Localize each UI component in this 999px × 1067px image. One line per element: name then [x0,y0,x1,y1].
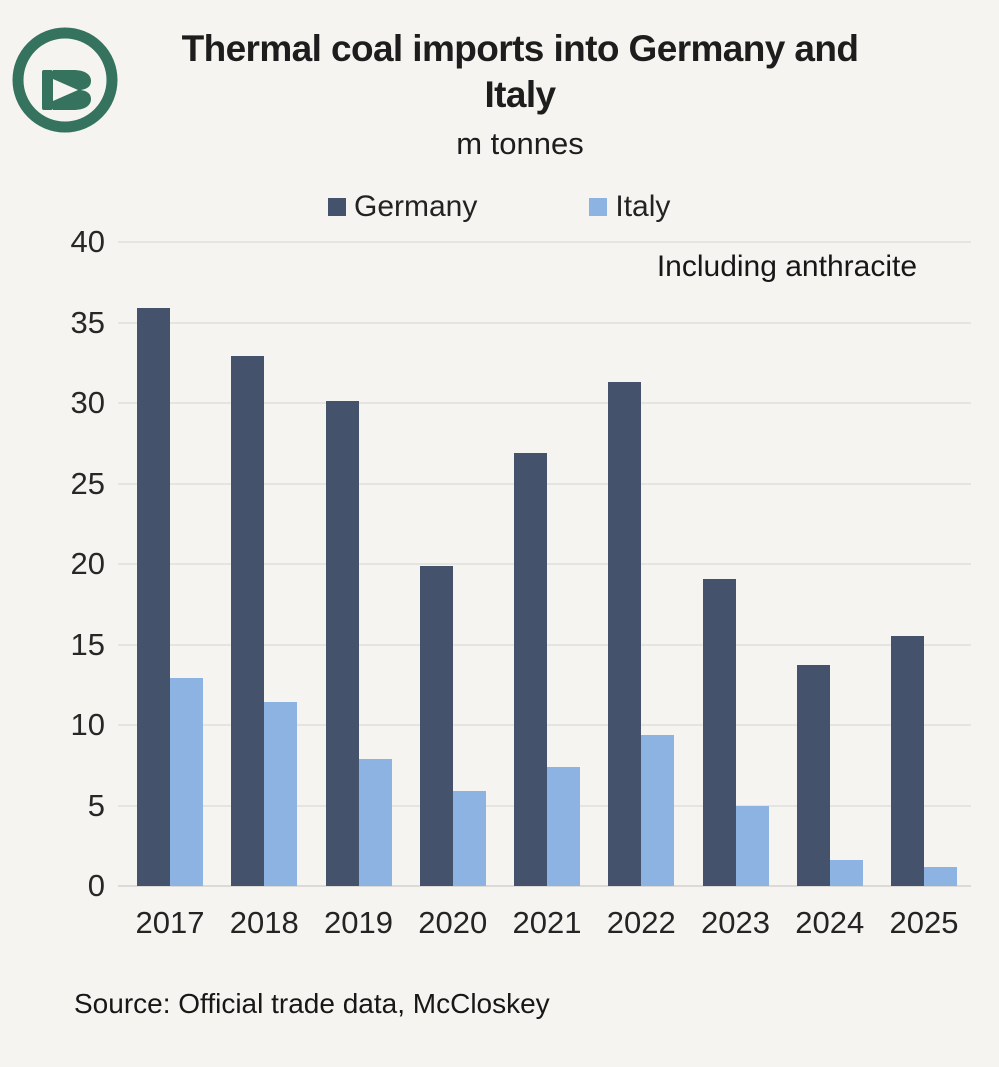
y-tick-label-30: 30 [70,385,105,420]
x-tick-label-2021: 2021 [512,905,582,940]
annotation-note: Including anthracite [656,250,917,283]
italy-bar-2019 [358,758,392,886]
bar-group-2019 [325,242,392,886]
y-tick-label-20: 20 [70,546,105,581]
germany-bar-2017 [137,308,170,886]
legend-label-germany: Germany [354,190,478,223]
x-axis: 2017 2018 2019 2020 2021 2022 2023 2024 2025 [118,905,971,941]
italy-bar-2020 [452,791,486,886]
germany-swatch-icon [328,198,346,216]
legend: Germany Italy [328,190,670,224]
x-label-cell-2024: 2024 [795,905,865,941]
italy-bar-2024 [829,860,863,886]
y-tick-label-0: 0 [87,868,105,903]
x-label-cell-2022: 2022 [606,905,676,941]
legend-label-italy: Italy [615,190,671,223]
italy-bar-2023 [735,805,769,886]
y-tick-label-35: 35 [70,304,105,340]
x-tick-label-2024: 2024 [795,905,865,940]
italy-bar-2022 [641,734,675,886]
x-label-cell-2023: 2023 [701,905,770,941]
bar-group-2025 [891,242,957,886]
bar-group-2024 [796,242,863,886]
germany-bar-2025 [891,636,924,886]
italy-bar-2018 [264,702,298,886]
y-tick-label-10: 10 [70,707,105,742]
bar-group-2023 [702,242,769,886]
chart-subtitle: m tonnes [456,126,584,161]
x-tick-label-2025: 2025 [889,905,959,940]
source-note: Source: Official trade data, McCloskey [74,988,550,1019]
germany-bar-2021 [514,452,547,886]
germany-bar-2019 [325,401,359,886]
chart-title-line2: Italy [484,74,556,115]
italy-swatch-icon [589,198,608,216]
germany-bar-2018 [231,356,265,886]
germany-bar-2020 [419,565,453,886]
bars-container [118,242,971,886]
x-label-cell-2021: 2021 [512,905,582,941]
title-block: Thermal coal imports into Germany and It… [125,26,915,162]
germany-bar-2022 [608,382,642,886]
gridline-30 [118,402,971,404]
y-tick-label-25: 25 [70,465,105,501]
y-tick-label-5: 5 [87,787,105,823]
legend-item-germany: Germany [328,190,477,224]
x-tick-label-2022: 2022 [606,905,676,940]
italy-bar-2017 [170,678,203,886]
bar-group-2020 [419,242,486,886]
italy-bar-2021 [547,766,580,886]
bar-group-2017 [137,242,203,886]
x-tick-label-2017: 2017 [135,905,205,940]
y-axis: 0 5 10 15 20 25 30 35 40 [28,224,105,903]
b-in-circle-logo-icon [12,27,118,133]
bar-group-2018 [231,242,298,886]
bar-group-2021 [514,242,580,886]
gridline-40 [118,241,971,243]
y-tick-label-15: 15 [70,626,105,662]
gridline-35 [118,321,971,324]
x-label-cell-2020: 2020 [418,905,488,941]
x-tick-label-2019: 2019 [324,905,393,940]
x-tick-label-2020: 2020 [418,905,488,940]
x-label-cell-2017: 2017 [135,905,205,941]
x-label-cell-2025: 2025 [889,905,959,941]
germany-bar-2023 [702,578,736,886]
x-label-cell-2018: 2018 [229,905,299,941]
italy-bar-2025 [924,866,957,886]
germany-bar-2024 [796,665,830,886]
gridline-0 [118,885,971,887]
x-tick-label-2023: 2023 [701,905,770,940]
y-tick-label-40: 40 [70,224,105,259]
legend-item-italy: Italy [589,190,670,224]
bar-group-2022 [608,242,675,886]
chart-title-line1: Thermal coal imports into Germany and [181,28,859,69]
x-label-cell-2019: 2019 [324,905,393,941]
x-tick-label-2018: 2018 [229,905,299,940]
plot-area [118,241,971,887]
